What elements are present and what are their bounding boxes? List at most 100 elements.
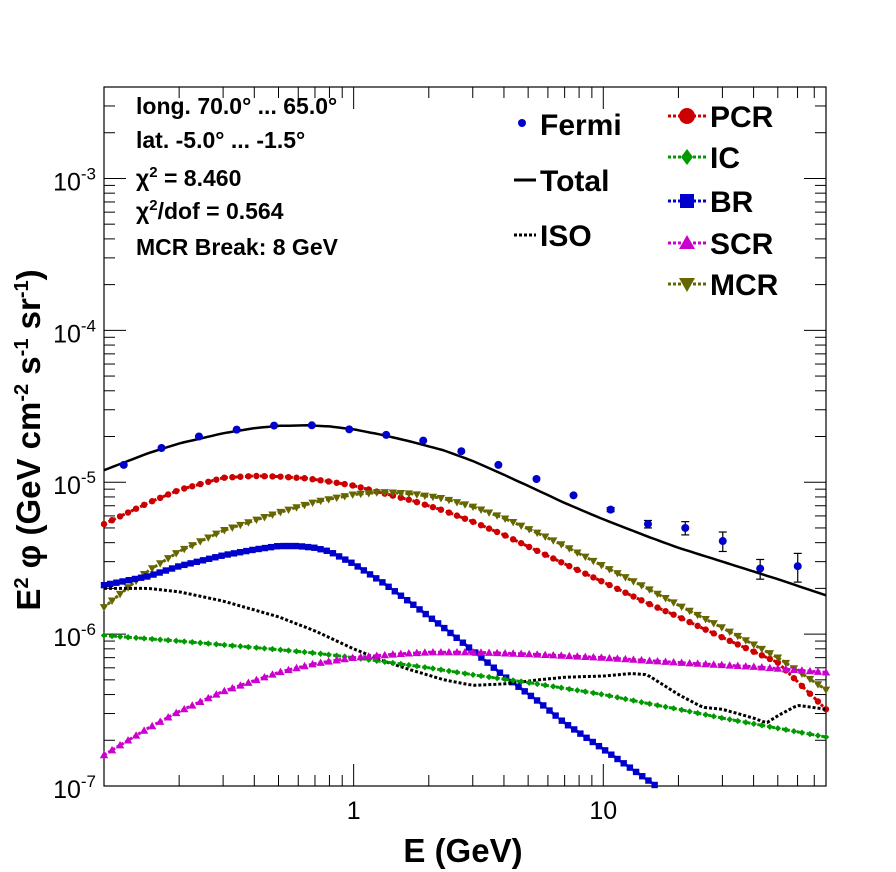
marker-scr [573, 652, 582, 660]
marker-ic [525, 679, 533, 686]
marker-pcr [108, 517, 116, 524]
marker-br [620, 760, 627, 767]
marker-mcr [492, 512, 502, 520]
marker-scr [813, 667, 823, 675]
marker-ic [261, 645, 268, 652]
marker-ic [237, 643, 244, 650]
series-br [100, 542, 658, 789]
marker-ic [477, 672, 485, 680]
marker-scr [533, 650, 542, 658]
marker-ic [301, 648, 308, 656]
marker-br [626, 764, 634, 771]
y-tick-label-base: 10 [53, 776, 81, 804]
marker-br [496, 669, 504, 676]
fermi-marker [457, 447, 466, 456]
marker-pcr [598, 577, 605, 585]
marker-ic [100, 632, 108, 639]
marker-ic [397, 660, 405, 668]
marker-pcr [285, 473, 292, 481]
fermi-marker [494, 460, 503, 469]
marker-scr [388, 650, 397, 658]
y-tick-label-base: 10 [53, 472, 81, 500]
marker-pcr [349, 482, 356, 489]
marker-mcr [228, 524, 237, 532]
marker-scr [428, 648, 438, 656]
marker-scr [605, 653, 614, 662]
marker-scr [188, 701, 197, 709]
y-tick-label-exp: -7 [81, 772, 96, 791]
marker-br [527, 692, 535, 700]
marker-pcr [164, 491, 172, 498]
marker-mcr [99, 604, 109, 612]
marker-br [230, 550, 238, 557]
marker-scr [765, 663, 775, 672]
marker-br [261, 544, 269, 552]
fermi-marker [157, 444, 166, 453]
marker-mcr [589, 557, 598, 566]
marker-scr [324, 657, 333, 665]
marker-br [342, 556, 349, 563]
info-chi2dof-sup: 2 [149, 197, 157, 214]
info-longitude: long. 70.0° ... 65.0° [136, 93, 337, 119]
marker-br [119, 578, 126, 585]
marker-scr [300, 661, 309, 670]
marker-scr [356, 652, 365, 661]
marker-scr [380, 650, 389, 659]
marker-ic [501, 676, 509, 683]
marker-pcr [148, 498, 156, 505]
legend-total-label: Total [540, 165, 609, 198]
marker-scr [131, 731, 141, 739]
marker-pcr [501, 532, 509, 539]
marker-pcr [269, 473, 276, 480]
marker-br [447, 629, 454, 637]
y-tick-label: 10-5 [53, 468, 96, 500]
fermi-marker [532, 475, 541, 484]
fermi-marker [382, 430, 391, 439]
marker-pcr [333, 479, 340, 486]
marker-pcr [317, 477, 324, 484]
marker-br [608, 751, 615, 758]
marker-ic [646, 700, 653, 707]
marker-mcr [821, 686, 831, 694]
marker-scr [316, 658, 325, 666]
marker-pcr [509, 536, 517, 543]
marker-br [645, 777, 652, 784]
marker-ic [277, 646, 284, 654]
marker-ic [317, 650, 324, 657]
marker-ic [582, 688, 589, 695]
marker-br [317, 546, 324, 553]
marker-mcr [276, 508, 285, 517]
fermi-point [382, 430, 391, 439]
fermi-point [532, 475, 541, 484]
marker-ic [686, 708, 693, 715]
marker-ic [116, 633, 124, 640]
marker-ic [373, 657, 380, 664]
marker-pcr [221, 474, 228, 481]
marker-scr [773, 664, 783, 672]
marker-br [205, 555, 213, 562]
fermi-marker [569, 491, 578, 500]
marker-mcr [476, 506, 486, 514]
marker-mcr [252, 516, 261, 525]
marker-pcr [357, 484, 364, 491]
marker-pcr [325, 478, 332, 485]
marker-br [298, 543, 306, 550]
marker-mcr [115, 590, 125, 599]
marker-scr [196, 697, 205, 705]
marker-pcr [798, 682, 806, 690]
marker-scr [252, 675, 261, 684]
marker-mcr [372, 489, 381, 497]
fermi-point [307, 421, 316, 430]
marker-ic [453, 669, 461, 676]
marker-mcr [765, 650, 775, 658]
legend-iso-label: ISO [540, 220, 592, 253]
fermi-marker [419, 436, 428, 445]
marker-ic [622, 695, 629, 703]
marker-scr [204, 693, 213, 702]
marker-scr [404, 649, 414, 657]
marker-scr [789, 665, 799, 674]
y-axis-title-sr: sr [10, 298, 47, 339]
marker-mcr [163, 555, 173, 563]
marker-ic [798, 729, 806, 736]
marker-pcr [421, 501, 429, 508]
